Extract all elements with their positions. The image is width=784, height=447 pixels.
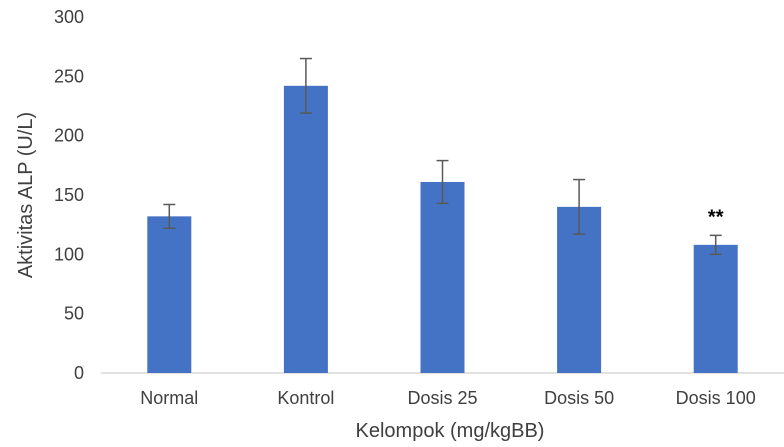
x-tick-label: Dosis 100 [676, 388, 756, 408]
x-tick-label: Normal [140, 388, 198, 408]
bar [284, 86, 328, 373]
x-tick-label: Kontrol [277, 388, 334, 408]
y-tick-label: 150 [54, 185, 84, 205]
x-axis-categories: Normal Kontrol Dosis 25 Dosis 50 Dosis 100 [140, 388, 755, 408]
significance-annotation: ** [708, 206, 724, 228]
y-tick-label: 200 [54, 126, 84, 146]
x-axis-title: Kelompok (mg/kgBB) [356, 420, 545, 442]
y-axis-title: Aktivitas ALP (U/L) [15, 112, 37, 278]
y-axis-ticks: 0 50 100 150 200 250 300 [54, 7, 84, 383]
annotations: ** [708, 206, 724, 228]
y-tick-label: 100 [54, 244, 84, 264]
bars [147, 86, 737, 373]
x-tick-label: Dosis 50 [544, 388, 614, 408]
y-tick-label: 50 [64, 304, 84, 324]
y-tick-label: 250 [54, 66, 84, 86]
bar [147, 216, 191, 373]
bar [421, 182, 465, 373]
y-tick-label: 0 [74, 363, 84, 383]
bar [694, 245, 738, 373]
x-tick-label: Dosis 25 [407, 388, 477, 408]
y-tick-label: 300 [54, 7, 84, 27]
